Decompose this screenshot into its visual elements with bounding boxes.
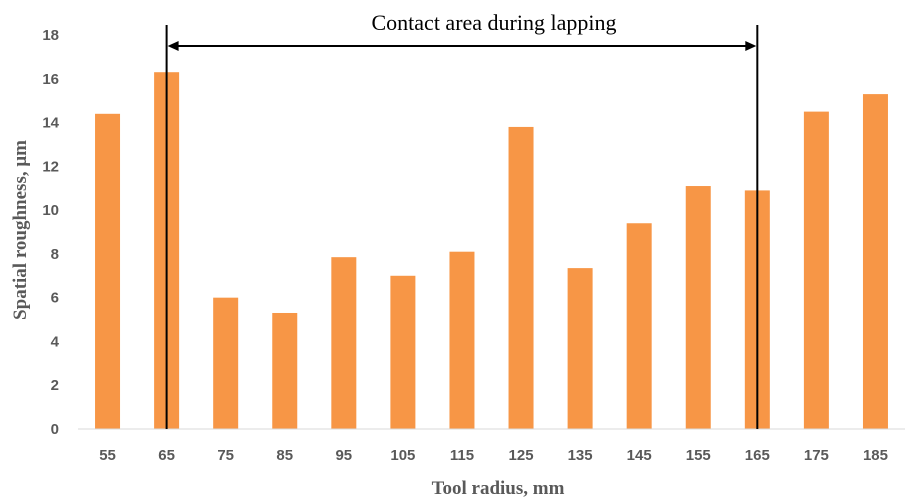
bar-95 — [331, 257, 357, 429]
bar-85 — [272, 312, 298, 429]
y-tick-label: 12 — [42, 158, 59, 175]
x-axis-title: Tool radius, mm — [432, 478, 565, 499]
bar-115 — [449, 251, 475, 429]
x-tick-label: 175 — [804, 447, 829, 464]
bar-135 — [567, 268, 593, 429]
x-tick-label: 75 — [217, 447, 234, 464]
arrow-head-right — [745, 41, 757, 51]
bar-145 — [626, 223, 652, 429]
x-tick-label: 55 — [99, 447, 116, 464]
x-tick-label: 185 — [863, 447, 888, 464]
x-tick-label: 165 — [745, 447, 770, 464]
y-tick-label: 10 — [42, 202, 59, 219]
x-tick-label: 95 — [335, 447, 352, 464]
x-tick-labels: 55 65 75 85 95 105 115 125 135 145 155 165 175 185 — [99, 447, 888, 464]
x-tick-label: 105 — [390, 447, 415, 464]
bar-125 — [508, 126, 534, 429]
bar-185 — [862, 94, 888, 429]
x-tick-label: 65 — [158, 447, 175, 464]
bar-155 — [685, 186, 711, 429]
y-tick-label: 18 — [42, 27, 59, 44]
bar-105 — [390, 275, 416, 429]
contact-area-annotation: Contact area during lapping — [372, 10, 617, 35]
x-tick-label: 125 — [509, 447, 534, 464]
x-tick-label: 85 — [276, 447, 293, 464]
bars-group — [95, 72, 888, 430]
bar-75 — [213, 297, 239, 429]
x-tick-label: 155 — [686, 447, 711, 464]
x-tick-label: 115 — [450, 447, 474, 464]
bar-55 — [95, 113, 121, 430]
y-tick-label: 0 — [51, 421, 59, 438]
x-tick-label: 145 — [627, 447, 652, 464]
y-tick-label: 6 — [51, 290, 59, 307]
y-axis-title: Spatial roughness, μm — [10, 140, 31, 320]
y-tick-label: 14 — [42, 115, 59, 132]
y-tick-label: 4 — [51, 333, 60, 350]
arrow-head-left — [167, 41, 179, 51]
y-tick-label: 8 — [51, 246, 59, 263]
bar-175 — [803, 111, 829, 429]
x-tick-label: 135 — [568, 447, 593, 464]
y-tick-label: 16 — [42, 71, 59, 88]
y-tick-labels: 0 2 4 6 8 10 12 14 16 18 — [42, 27, 59, 438]
y-tick-label: 2 — [51, 377, 59, 394]
